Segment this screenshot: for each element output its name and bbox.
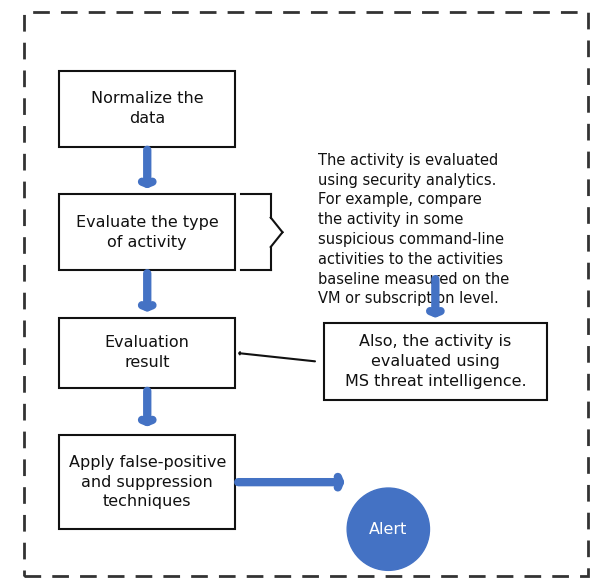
Text: Evaluation
result: Evaluation result [105,335,190,370]
Text: Normalize the
data: Normalize the data [91,91,204,126]
Text: Apply false-positive
and suppression
techniques: Apply false-positive and suppression tec… [69,455,226,509]
Text: Also, the activity is
evaluated using
MS threat intelligence.: Also, the activity is evaluated using MS… [345,335,526,389]
Text: The activity is evaluated
using security analytics.
For example, compare
the act: The activity is evaluated using security… [318,153,509,306]
Text: Evaluate the type
of activity: Evaluate the type of activity [76,215,218,250]
FancyBboxPatch shape [59,318,236,388]
FancyBboxPatch shape [59,435,236,529]
Circle shape [347,488,430,570]
FancyBboxPatch shape [59,71,236,147]
Text: Alert: Alert [369,522,408,537]
FancyBboxPatch shape [324,323,547,400]
FancyBboxPatch shape [59,194,236,270]
